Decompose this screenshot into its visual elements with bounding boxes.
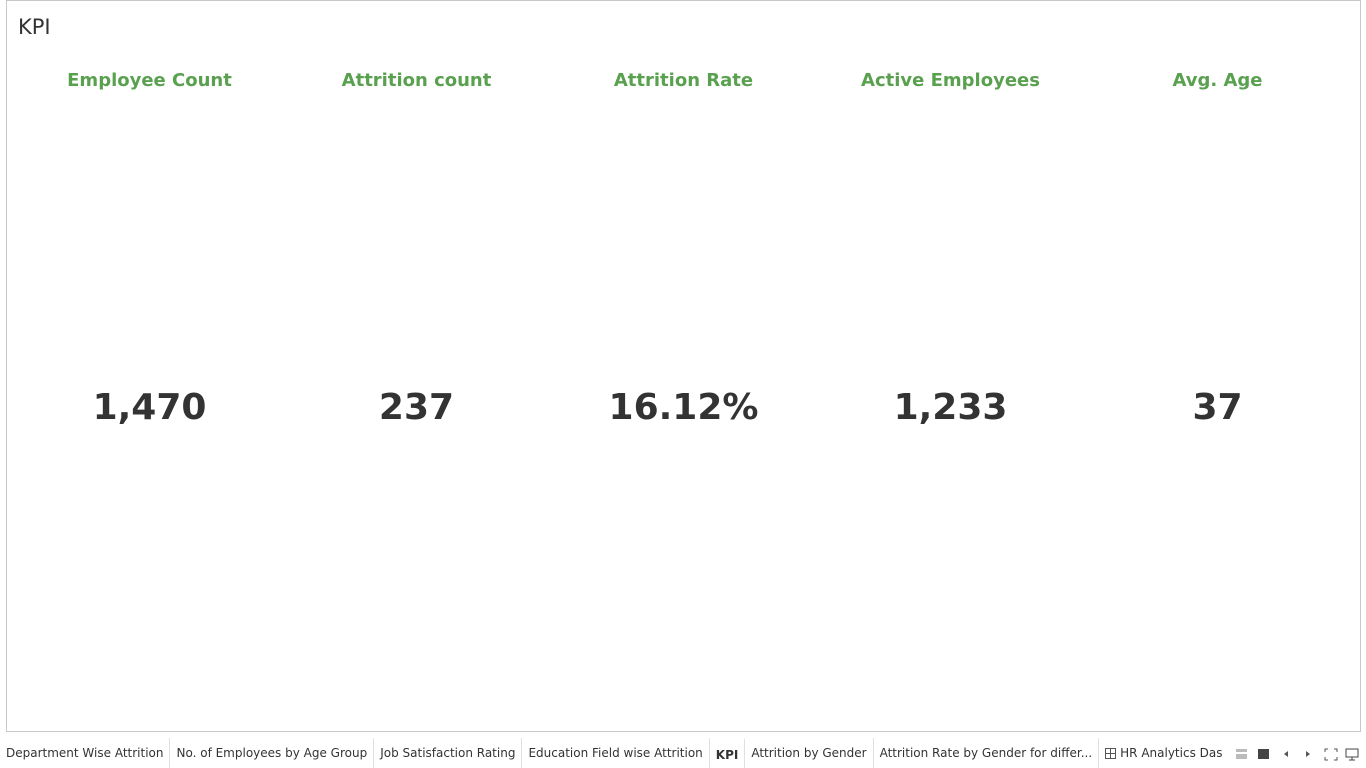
sheet-tab[interactable]: Department Wise Attrition <box>0 738 171 768</box>
kpi-card: Avg. Age 37 <box>1084 1 1351 731</box>
kpi-card: Attrition Rate 16.12% <box>550 1 817 731</box>
kpi-label: Active Employees <box>861 70 1040 91</box>
sheet-tab[interactable]: Attrition Rate by Gender for differ... <box>874 738 1100 768</box>
kpi-label: Attrition count <box>341 70 492 91</box>
prev-tab[interactable] <box>1284 751 1288 757</box>
tab-label: HR Analytics Dashbord <box>1120 746 1222 760</box>
kpi-value: 37 <box>1192 387 1243 428</box>
tab-label: Attrition Rate by Gender for differ... <box>879 746 1093 760</box>
tab-label: Attrition by Gender <box>751 746 867 760</box>
sheet-tab[interactable]: Job Satisfaction Rating <box>374 738 523 768</box>
tab-icon <box>1105 747 1117 759</box>
kpi-label: Employee Count <box>67 70 232 91</box>
sheet-tab[interactable]: Education Field wise Attrition <box>522 738 710 768</box>
next-tab[interactable] <box>1306 751 1310 757</box>
tab-label: No. of Employees by Age Group <box>176 746 368 760</box>
sheet-tab[interactable]: HR Analytics Dashbord <box>1099 738 1222 768</box>
kpi-value: 1,233 <box>893 387 1008 428</box>
show-filmstrip[interactable] <box>1236 749 1247 759</box>
kpi-card: Active Employees 1,233 <box>817 1 1084 731</box>
kpi-label: Attrition Rate <box>613 70 754 91</box>
kpi-card: Employee Count 1,470 <box>16 1 283 731</box>
sheet-tab[interactable]: Attrition by Gender <box>745 738 874 768</box>
fullscreen[interactable] <box>1324 748 1338 761</box>
tab-controls <box>1236 748 1359 761</box>
tab-bar: Department Wise Attrition No. of Employee… <box>0 738 1222 768</box>
worksheet: KPI Employee Count 1,470 Attrition count 23… <box>6 0 1361 732</box>
tab-label: Education Field wise Attrition <box>528 746 703 760</box>
kpi-value: 16.12% <box>608 387 759 428</box>
kpi-value: 1,470 <box>92 387 207 428</box>
kpi-value: 237 <box>378 387 455 428</box>
sheet-title: KPI <box>18 15 51 39</box>
tab-label: Department Wise Attrition <box>6 746 164 760</box>
tab-label: Job Satisfaction Rating <box>380 746 516 760</box>
tab-label: KPI <box>715 748 739 762</box>
kpi-label: Avg. Age <box>1172 70 1263 91</box>
sheet-tab[interactable]: KPI <box>709 738 746 768</box>
sheet-tab[interactable]: No. of Employees by Age Group <box>170 738 375 768</box>
show-tabs[interactable] <box>1258 749 1269 759</box>
kpi-card: Attrition count 237 <box>283 1 550 731</box>
presentation[interactable] <box>1345 748 1359 761</box>
